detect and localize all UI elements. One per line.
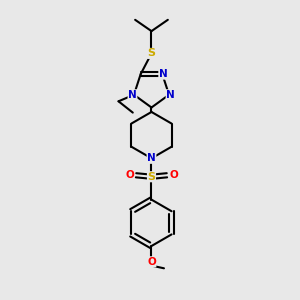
Text: N: N xyxy=(128,90,137,100)
Text: O: O xyxy=(125,170,134,180)
Text: O: O xyxy=(147,257,156,267)
Text: N: N xyxy=(159,69,168,79)
Text: O: O xyxy=(169,170,178,180)
Text: S: S xyxy=(148,172,155,182)
Text: N: N xyxy=(147,153,156,163)
Text: N: N xyxy=(166,90,175,100)
Text: S: S xyxy=(148,48,155,59)
